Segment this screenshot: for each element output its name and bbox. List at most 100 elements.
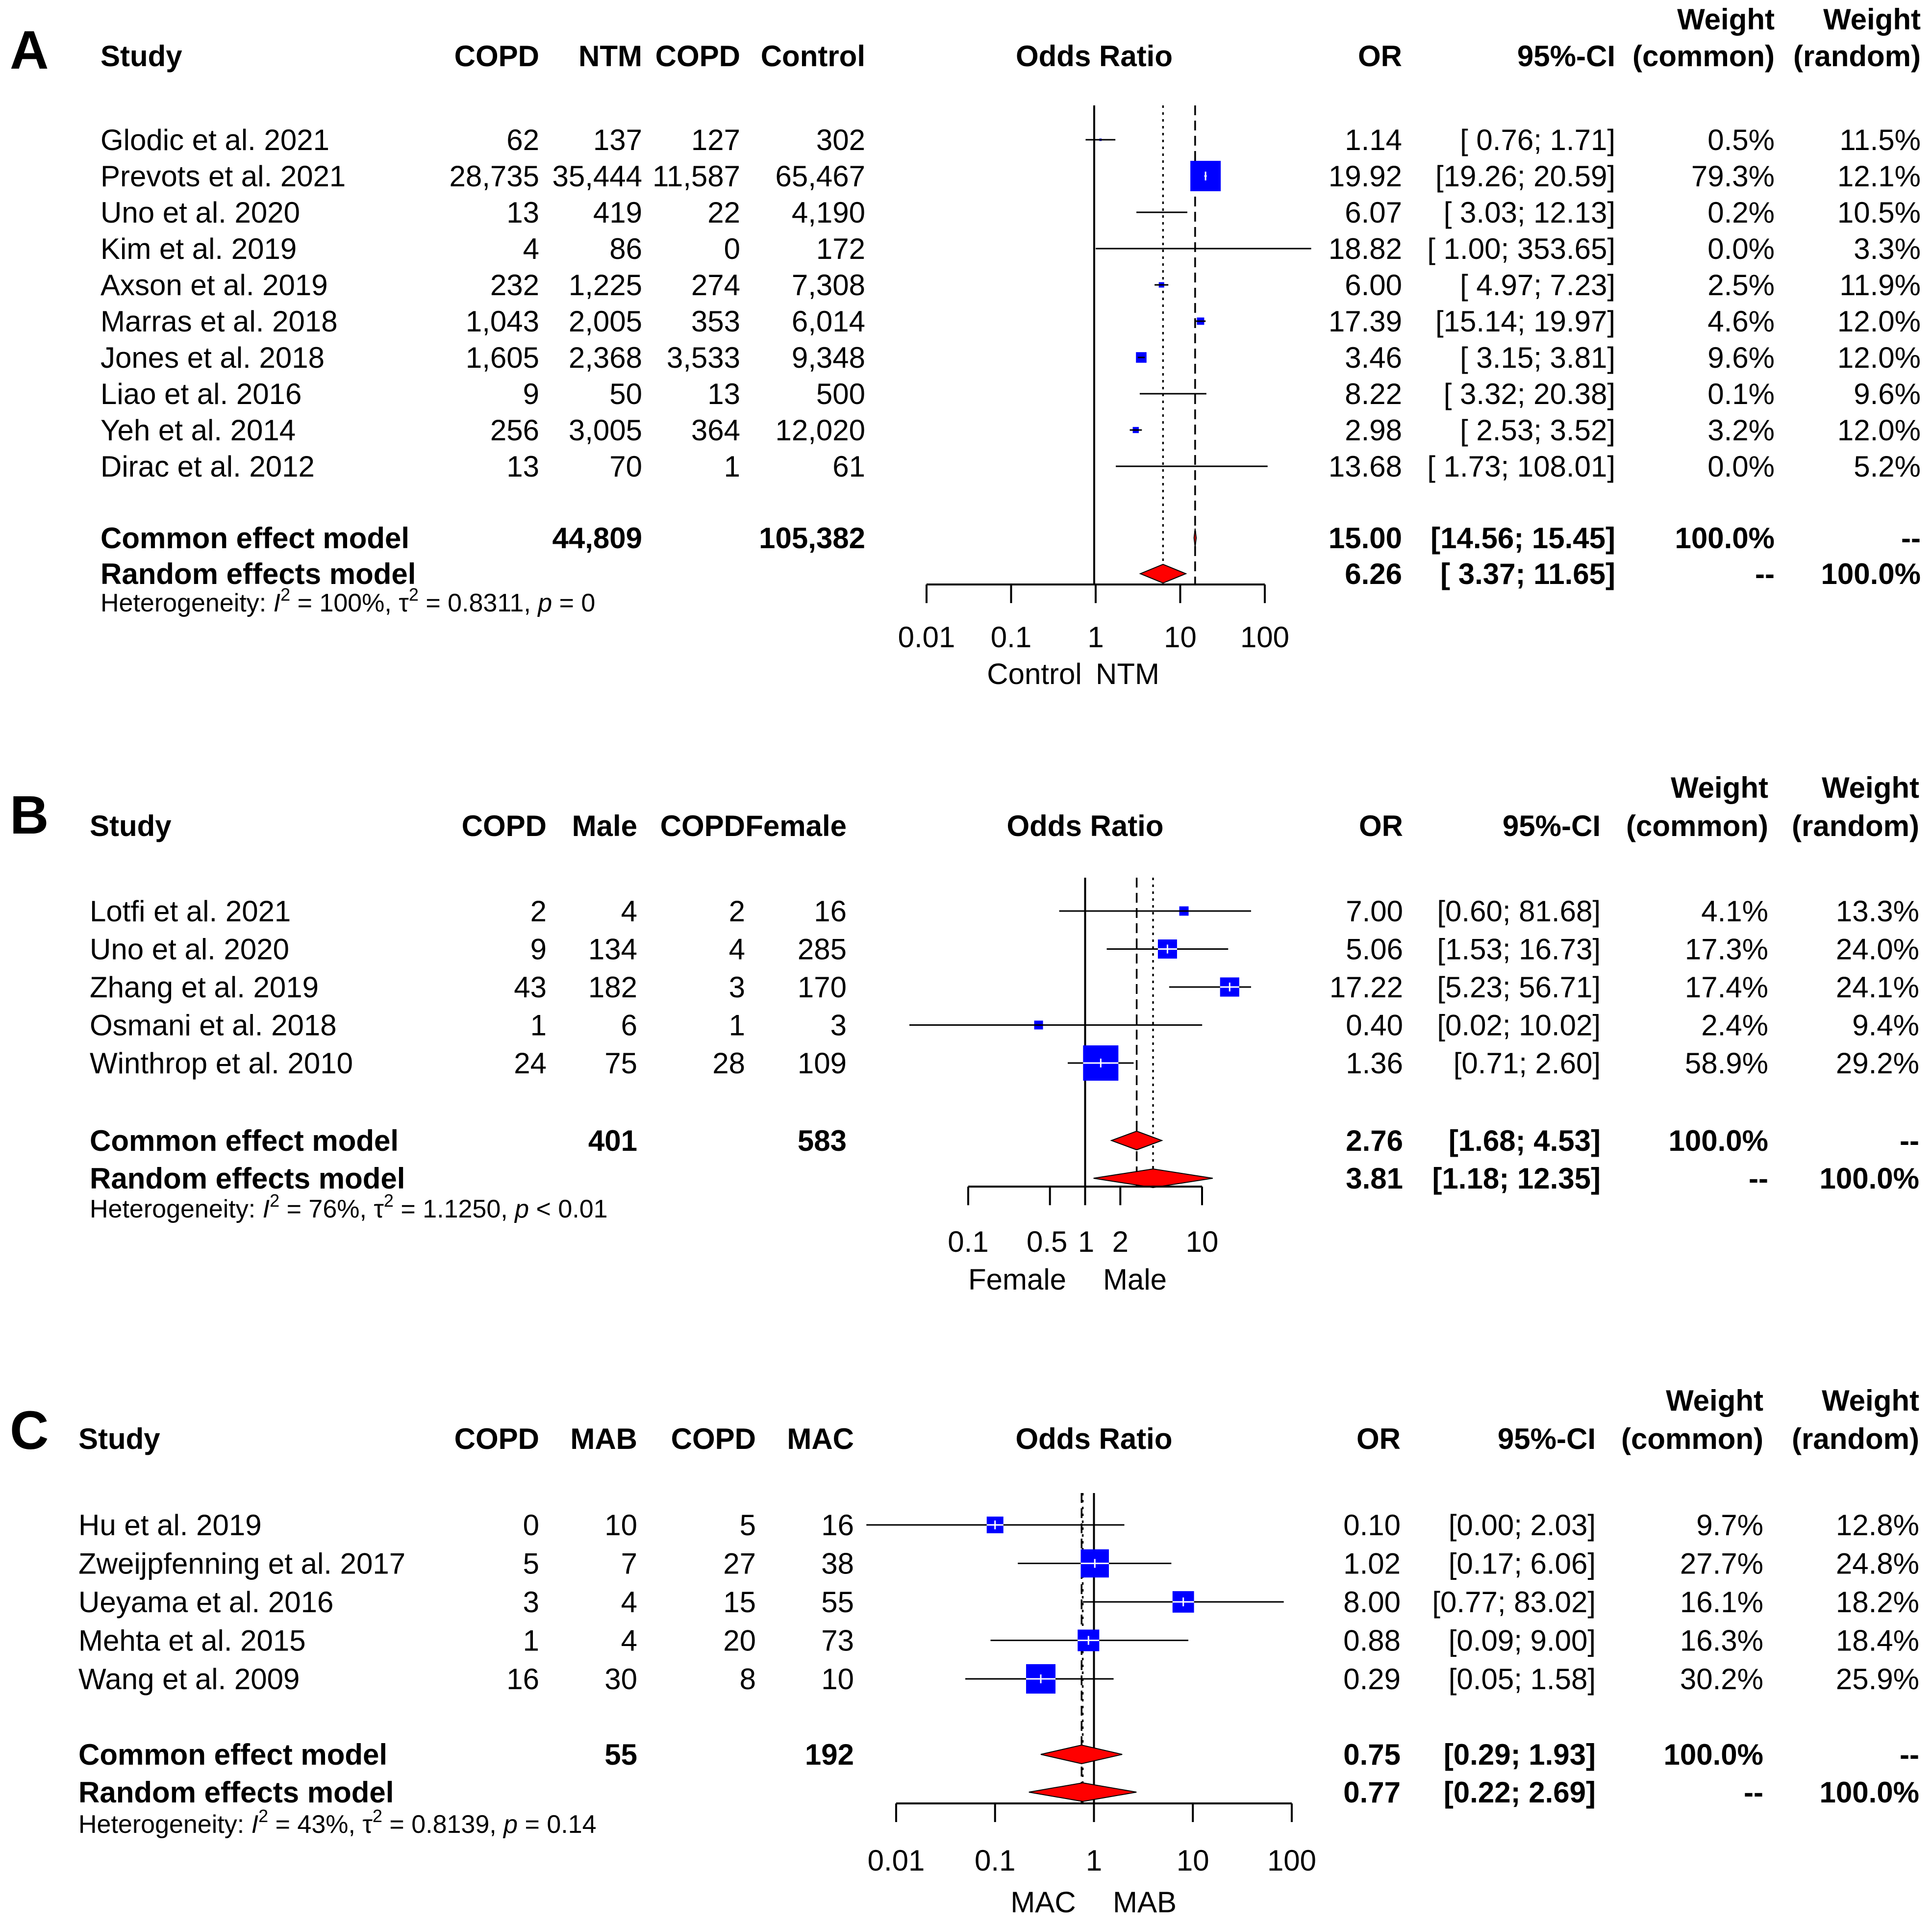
common-effect-group1-total: 44,809	[552, 522, 642, 555]
header-or: OR	[1358, 40, 1402, 73]
confidence-interval: [ 3.03; 12.13]	[1444, 196, 1615, 229]
group2-total: 302	[816, 124, 865, 156]
weight-random: 12.1%	[1837, 160, 1921, 193]
confidence-interval: [ 3.32; 20.38]	[1444, 378, 1615, 410]
x-axis-tick-label: 2	[1112, 1225, 1129, 1258]
study-row: Axson et al. 2019 232 1,225 274 7,308 6.00 [ 4…	[100, 269, 1921, 302]
study-name: Uno et al. 2020	[90, 933, 289, 966]
group1-events: 9	[523, 378, 539, 410]
header-weight-random-line1: Weight	[1822, 771, 1919, 804]
tau-squared-symbol: τ	[362, 1810, 373, 1839]
odds-ratio-value: 7.00	[1346, 895, 1403, 928]
header-group2-total: Control	[761, 40, 865, 73]
random-effects-weight-common: --	[1755, 558, 1775, 590]
x-axis-tick-label: 100	[1267, 1844, 1316, 1877]
study-name: Zhang et al. 2019	[90, 971, 319, 1004]
group1-events: 2	[530, 895, 547, 928]
superscript-two: 2	[409, 584, 419, 605]
study-name: Kim et al. 2019	[100, 232, 297, 265]
group1-total: 3,005	[569, 414, 642, 447]
group1-events: 24	[514, 1047, 547, 1080]
x-axis: 0.01 0.1 1 10 100 Control NTM	[898, 583, 1289, 690]
odds-ratio-value: 8.00	[1343, 1586, 1401, 1619]
group1-events: 9	[530, 933, 547, 966]
odds-ratio-value: 1.36	[1346, 1047, 1403, 1080]
favours-left-label: Control	[987, 658, 1081, 690]
group1-events: 0	[523, 1509, 539, 1542]
forest-panel-C: C Study COPD MAB COPD MAC Odds Ratio OR 95%-CI We…	[10, 1384, 1919, 1919]
group2-events: 20	[723, 1624, 756, 1657]
common-effect-diamond	[1040, 1744, 1123, 1765]
study-row: Mehta et al. 2015 1 4 20 73 0.88 [0.09; 9.00] 1…	[78, 1624, 1919, 1657]
header-study: Study	[90, 810, 172, 842]
tau-squared-symbol: τ	[399, 589, 409, 617]
confidence-interval: [ 2.53; 3.52]	[1460, 414, 1615, 447]
study-row: Hu et al. 2019 0 10 5 16 0.10 [0.00; 2.03] 9.7%…	[78, 1509, 1919, 1542]
study-name: Marras et al. 2018	[100, 305, 338, 338]
study-name: Jones et al. 2018	[100, 341, 325, 374]
heterogeneity-statistics: Heterogeneity: I2 = 76%, τ2 = 1.1250, p …	[90, 1191, 608, 1223]
study-name: Uno et al. 2020	[100, 196, 300, 229]
random-effects-confidence-interval: [0.22; 2.69]	[1444, 1776, 1596, 1809]
panel-letter: A	[10, 20, 49, 80]
confidence-interval: [0.71; 2.60]	[1454, 1047, 1601, 1080]
common-effect-group2-total: 105,382	[759, 522, 865, 555]
weight-common: 9.6%	[1707, 341, 1775, 374]
header-weight-random-line2: (random)	[1792, 1422, 1919, 1455]
confidence-interval: [0.02; 10.02]	[1437, 1009, 1601, 1042]
weight-common: 17.4%	[1685, 971, 1768, 1004]
tau-squared-symbol: τ	[374, 1195, 384, 1223]
group2-total: 73	[821, 1624, 854, 1657]
odds-ratio-value: 1.02	[1343, 1547, 1401, 1580]
group1-events: 28,735	[449, 160, 539, 193]
group2-total: 38	[821, 1547, 854, 1580]
header-group2-total: Female	[745, 810, 847, 842]
x-axis-tick-label: 10	[1164, 621, 1197, 654]
common-effect-weight-random: --	[1900, 1738, 1919, 1771]
odds-ratio-value: 3.46	[1345, 341, 1402, 374]
x-axis-tick-label: 0.01	[898, 621, 955, 654]
group1-total: 134	[588, 933, 637, 966]
common-effect-row: Common effect model 401 583 2.76 [1.68; 4.53…	[90, 1124, 1919, 1157]
header-weight-random-line1: Weight	[1823, 3, 1921, 36]
common-effect-weight-random: --	[1900, 1124, 1919, 1157]
random-effects-odds-ratio: 3.81	[1346, 1162, 1403, 1195]
confidence-interval: [ 0.76; 1.71]	[1460, 124, 1615, 156]
header-group1-total: Male	[572, 810, 637, 842]
random-effects-label: Random effects model	[100, 558, 416, 590]
random-effects-diamond	[1139, 563, 1187, 584]
weight-common: 4.6%	[1707, 305, 1775, 338]
study-name: Mehta et al. 2015	[78, 1624, 306, 1657]
group1-total: 50	[609, 378, 642, 410]
weight-random: 18.2%	[1836, 1586, 1919, 1619]
common-effect-group1-total: 401	[588, 1124, 637, 1157]
forest-panel-A: A Study COPD NTM COPD Control Odds Ratio OR 95%-…	[10, 3, 1921, 690]
study-row: Dirac et al. 2012 13 70 1 61 13.68 [ 1.73; 108…	[100, 450, 1921, 483]
header-weight-common-line2: (common)	[1621, 1422, 1763, 1455]
header-group1-events: COPD	[454, 1422, 539, 1455]
group1-total: 1,225	[569, 269, 642, 302]
group2-events: 27	[723, 1547, 756, 1580]
common-effect-weight-common: 100.0%	[1675, 522, 1775, 555]
odds-ratio-value: 6.00	[1345, 269, 1402, 302]
study-name: Zweijpfenning et al. 2017	[78, 1547, 405, 1580]
tau-squared-value: = 0.8139,	[382, 1810, 503, 1839]
common-effect-odds-ratio: 15.00	[1329, 522, 1402, 555]
header-odds-ratio: Odds Ratio	[1015, 1422, 1172, 1455]
weight-random: 9.6%	[1854, 378, 1921, 410]
common-effect-diamond	[1193, 528, 1197, 548]
common-effect-weight-random: --	[1901, 522, 1921, 555]
heterogeneity-prefix: Heterogeneity:	[90, 1195, 263, 1223]
header-study: Study	[100, 40, 182, 73]
header-group2-events: COPD	[655, 40, 740, 73]
panel-letter: C	[10, 1400, 49, 1461]
random-effects-diamond	[1093, 1168, 1213, 1189]
common-effect-weight-common: 100.0%	[1669, 1124, 1769, 1157]
random-effects-weight-random: 100.0%	[1820, 1162, 1920, 1195]
common-effect-confidence-interval: [0.29; 1.93]	[1444, 1738, 1596, 1771]
panel-letter: B	[10, 785, 49, 845]
weight-common: 0.0%	[1707, 450, 1775, 483]
tau-squared-value: = 1.1250,	[394, 1195, 515, 1223]
weight-common: 0.5%	[1707, 124, 1775, 156]
study-name: Osmani et al. 2018	[90, 1009, 337, 1042]
